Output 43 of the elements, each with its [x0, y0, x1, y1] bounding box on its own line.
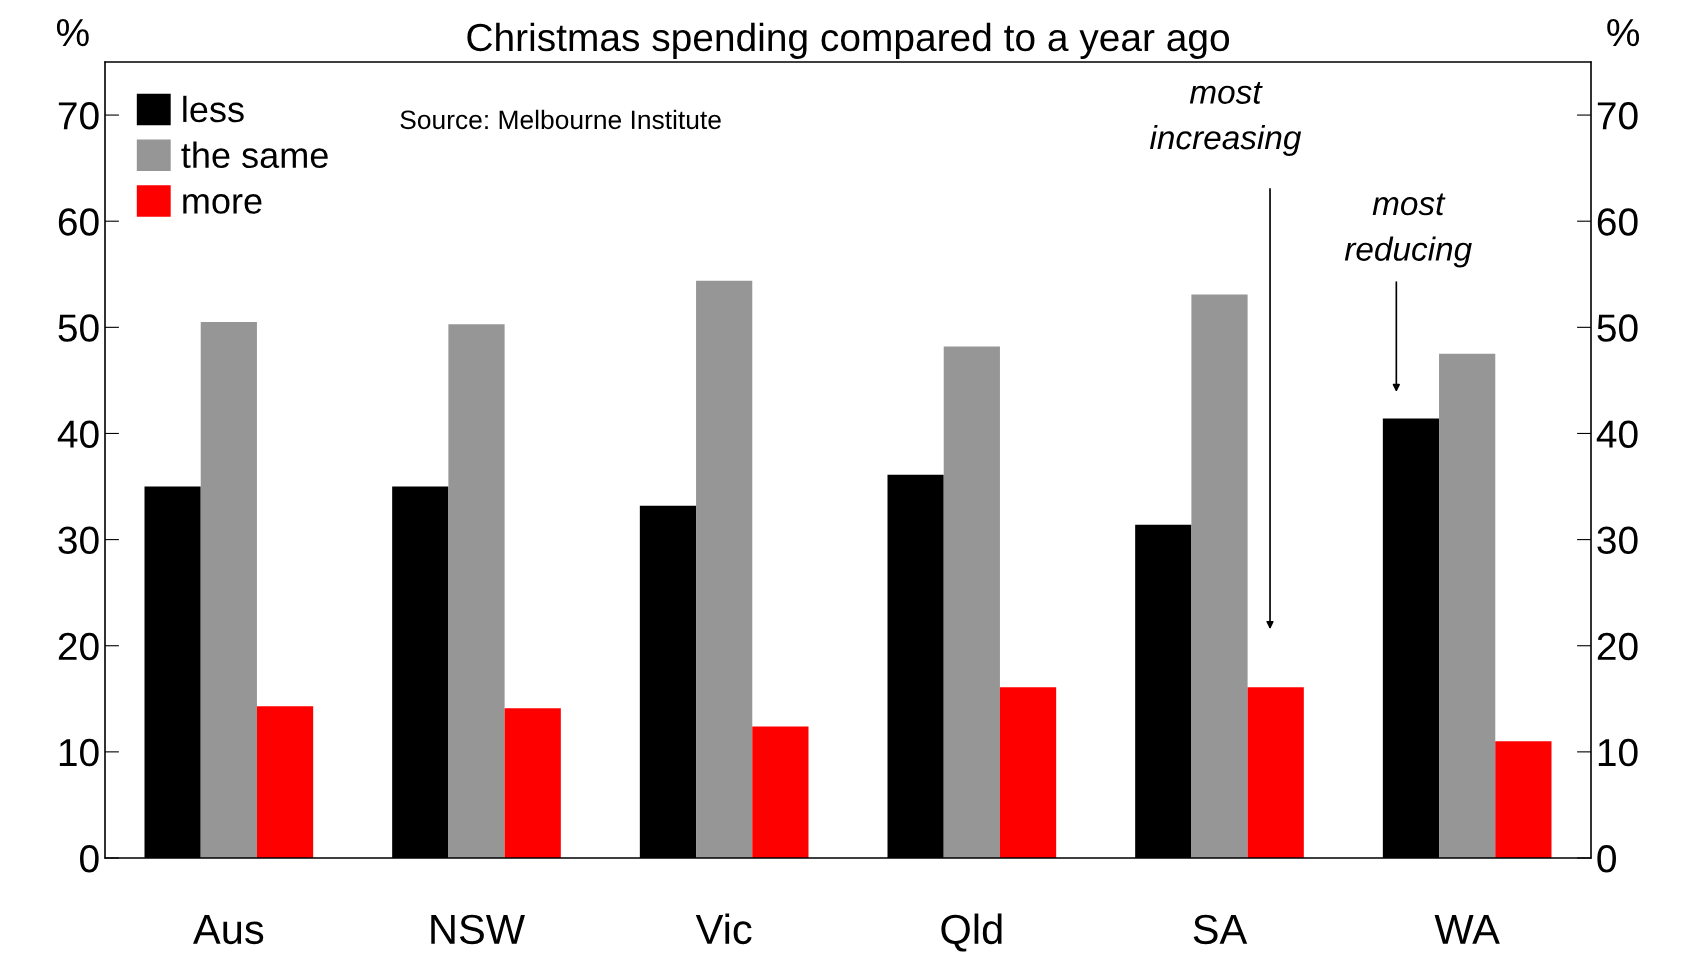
bar — [1191, 294, 1248, 858]
bar — [504, 708, 561, 858]
bar — [1439, 353, 1496, 858]
bar — [448, 324, 505, 858]
y2-axis-title: % — [1607, 18, 1640, 47]
x-tick-label: WA — [1434, 915, 1500, 944]
bar — [1495, 741, 1552, 858]
bar — [696, 280, 753, 858]
bar — [256, 706, 314, 858]
annotation: most increasing — [1150, 82, 1302, 157]
annotation: most reducing — [1344, 193, 1472, 268]
y-tick-label: 30 — [58, 526, 99, 555]
y2-tick-label: 40 — [1596, 420, 1638, 448]
y-tick-label: 50 — [58, 314, 99, 342]
y2-tick-label: 30 — [1597, 526, 1638, 555]
y-tick-label: 40 — [57, 420, 99, 448]
y-tick-label: 0 — [80, 844, 99, 873]
legend-label: less — [183, 95, 244, 123]
y2-tick-label: 60 — [1597, 208, 1638, 236]
y-tick-label: 60 — [58, 208, 99, 236]
bar — [752, 726, 809, 858]
y2-tick-label: 0 — [1597, 844, 1616, 873]
bar — [943, 346, 1000, 858]
legend-label: the same — [181, 141, 328, 169]
x-tick-label: Aus — [193, 915, 264, 945]
y2-tick-label: 70 — [1597, 102, 1638, 130]
y2-tick-label: 50 — [1597, 314, 1638, 342]
y-tick-label: 20 — [58, 632, 99, 661]
y-tick-label: 10 — [59, 738, 99, 767]
legend-label: more — [183, 194, 262, 214]
x-tick-label: Vic — [695, 913, 752, 945]
x-tick-label: Qld — [941, 913, 1002, 952]
y-axis-title: % — [56, 18, 89, 47]
bar — [999, 687, 1057, 858]
x-tick-label: NSW — [431, 914, 525, 945]
y2-tick-label: 20 — [1597, 632, 1638, 661]
x-tick-label: SA — [1193, 914, 1248, 945]
annotation: Source: Melbourne Institute — [400, 109, 721, 130]
bar — [1247, 687, 1304, 858]
y2-tick-label: 10 — [1598, 738, 1638, 767]
chart-title: Christmas spending compared to a year ago — [467, 22, 1230, 59]
y-tick-label: 70 — [58, 102, 99, 130]
bar — [200, 322, 257, 858]
